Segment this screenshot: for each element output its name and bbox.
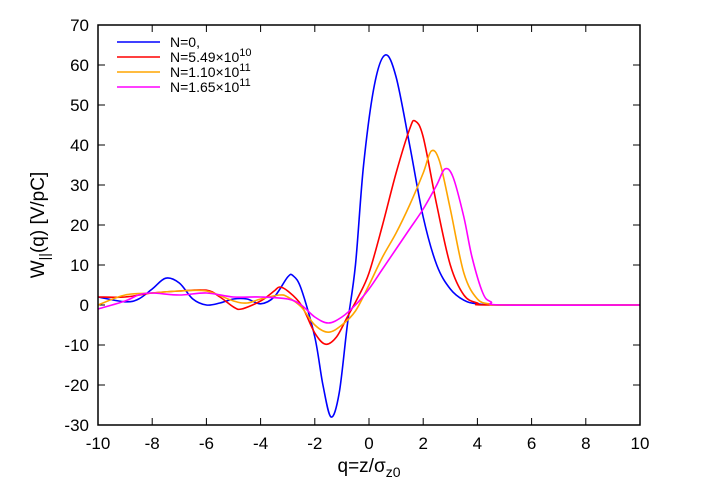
y-tick-label: 20 (70, 216, 89, 235)
legend-label: N=0, (170, 34, 200, 50)
x-tick-label: -10 (86, 434, 111, 453)
x-tick-label: 8 (581, 434, 590, 453)
legend-label: N=5.49×1010 (170, 47, 252, 65)
y-tick-label: -30 (64, 416, 89, 435)
axis-ticks: -10 -8 -6 -4 -2 0 2 4 6 8 10-30-20-100102030405060… (64, 16, 649, 453)
series-line-0 (97, 54, 641, 418)
x-tick-label: 4 (473, 434, 482, 453)
y-tick-label: -10 (64, 336, 89, 355)
x-tick-label: -8 (145, 434, 160, 453)
legend-label: N=1.65×1011 (170, 77, 251, 95)
y-tick-label: 0 (80, 296, 89, 315)
x-tick-label: 2 (418, 434, 427, 453)
series-line-2 (97, 149, 641, 334)
y-tick-label: -20 (64, 376, 89, 395)
y-tick-label: 30 (70, 176, 89, 195)
y-tick-label: 40 (70, 136, 89, 155)
x-tick-label: 0 (364, 434, 373, 453)
series-lines (97, 54, 641, 418)
legend-label: N=1.10×1011 (170, 62, 251, 80)
x-tick-label: -4 (253, 434, 268, 453)
x-tick-label: -6 (199, 434, 214, 453)
y-axis-label: W||(q) [V/pC] (28, 172, 52, 279)
x-tick-label: 6 (527, 434, 536, 453)
y-tick-label: 60 (70, 56, 89, 75)
x-tick-label: 10 (631, 434, 650, 453)
x-tick-label: -2 (307, 434, 322, 453)
y-tick-label: 70 (70, 16, 89, 35)
series-line-1 (97, 119, 641, 346)
y-tick-label: 10 (70, 256, 89, 275)
plot-frame (97, 24, 641, 426)
y-tick-label: 50 (70, 96, 89, 115)
series-line-3 (97, 167, 641, 324)
x-axis-label: q=z/σz0 (338, 456, 401, 480)
